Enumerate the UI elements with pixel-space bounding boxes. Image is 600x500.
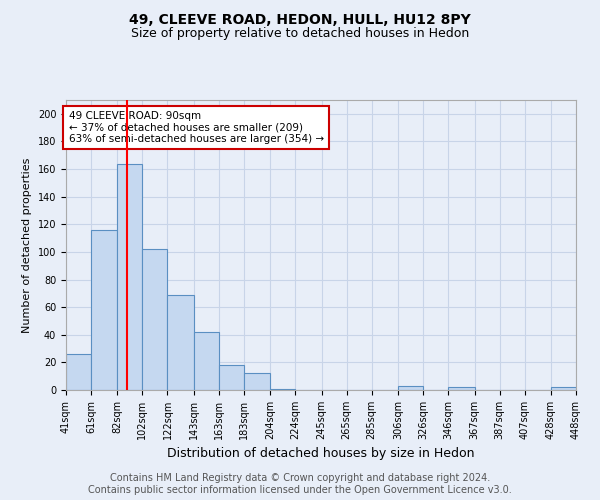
Bar [66,354,91,390]
Text: 49, CLEEVE ROAD, HEDON, HULL, HU12 8PY: 49, CLEEVE ROAD, HEDON, HULL, HU12 8PY [129,12,471,26]
Y-axis label: Number of detached properties: Number of detached properties [22,158,32,332]
Bar [167,294,194,390]
Bar [244,374,270,390]
Bar [194,332,219,390]
Bar [91,230,118,390]
Text: Contains HM Land Registry data © Crown copyright and database right 2024.
Contai: Contains HM Land Registry data © Crown c… [88,474,512,495]
Bar [398,386,423,390]
Bar [270,388,295,390]
Bar [448,387,475,390]
Bar [551,387,576,390]
Text: Size of property relative to detached houses in Hedon: Size of property relative to detached ho… [131,28,469,40]
Bar [118,164,142,390]
Text: 49 CLEEVE ROAD: 90sqm
← 37% of detached houses are smaller (209)
63% of semi-det: 49 CLEEVE ROAD: 90sqm ← 37% of detached … [68,111,323,144]
X-axis label: Distribution of detached houses by size in Hedon: Distribution of detached houses by size … [167,448,475,460]
Bar [219,365,244,390]
Bar [142,249,167,390]
